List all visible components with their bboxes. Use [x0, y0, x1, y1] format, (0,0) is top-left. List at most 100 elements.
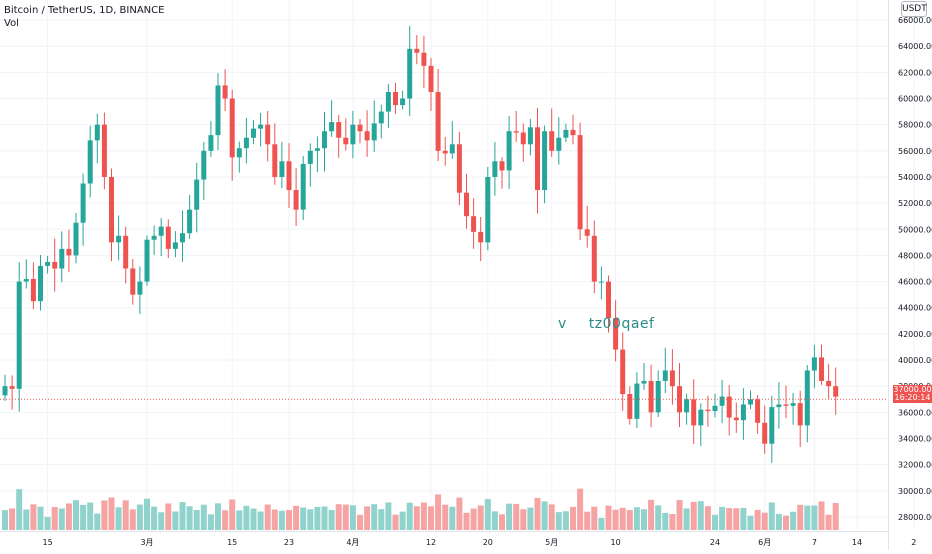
volume-bar: [180, 502, 186, 530]
symbol-title[interactable]: Bitcoin / TetherUS, 1D, BINANCE: [4, 4, 164, 17]
candle-body: [656, 381, 661, 412]
volume-bar: [314, 507, 320, 530]
y-tick-label: 66000.00: [898, 16, 932, 25]
candle-body: [258, 125, 263, 129]
volume-bar: [797, 505, 803, 530]
y-tick-label: 30000.00: [898, 487, 932, 496]
candle-body: [208, 135, 213, 151]
volume-bar: [137, 505, 143, 530]
volume-bar: [116, 507, 122, 530]
candle-body: [287, 161, 292, 190]
candle-body: [471, 216, 476, 232]
volume-bar: [584, 512, 590, 530]
volume-bar: [556, 512, 562, 530]
volume-bar: [748, 516, 754, 530]
volume-bar: [591, 507, 597, 530]
candle-body: [322, 131, 327, 148]
candle-body: [407, 49, 412, 99]
volume-bar: [87, 503, 93, 530]
candle-body: [485, 177, 490, 242]
currency-unit-button[interactable]: USDT: [901, 1, 927, 17]
volume-bar: [123, 500, 129, 530]
candle-body: [201, 151, 206, 180]
candle-body: [372, 123, 377, 140]
volume-bar: [144, 499, 150, 530]
volume-bar: [733, 508, 739, 530]
y-tick-label: 64000.00: [898, 42, 932, 51]
candle-body: [535, 127, 540, 190]
watermark-right: tz00qaef: [589, 316, 655, 332]
volume-bar: [712, 515, 718, 530]
candle-body: [833, 386, 838, 396]
volume-bar: [499, 514, 505, 530]
candle-body: [365, 131, 370, 140]
volume-bar: [563, 511, 569, 530]
candle-body: [713, 406, 718, 411]
candle-body: [549, 131, 554, 151]
candle-body: [727, 397, 732, 418]
y-tick-label: 56000.00: [898, 147, 932, 156]
candle-body: [478, 232, 483, 242]
candle-body: [414, 49, 419, 53]
candle-body: [670, 370, 675, 386]
candle-body: [421, 53, 426, 66]
x-tick-label: 7: [812, 538, 817, 547]
volume-bar: [819, 502, 825, 530]
candle-body: [38, 266, 43, 301]
volume-label[interactable]: Vol: [4, 17, 164, 30]
volume-bar: [698, 501, 704, 530]
y-tick-label: 54000.00: [898, 173, 932, 182]
volume-bar: [73, 500, 79, 530]
candle-body: [642, 381, 647, 384]
volume-bar: [684, 508, 690, 530]
volume-bar: [158, 512, 164, 530]
candle-body: [187, 210, 192, 234]
candle-body: [769, 407, 774, 444]
x-tick-label: 23: [284, 538, 294, 547]
volume-bar: [549, 504, 555, 530]
price-axis[interactable]: 28000.0030000.0032000.0034000.0036000.00…: [889, 0, 932, 550]
volume-bar: [109, 498, 115, 530]
volume-bar: [80, 505, 86, 530]
x-tick-label: 12: [426, 538, 436, 547]
x-tick-label: 3月: [140, 538, 153, 547]
y-tick-label: 50000.00: [898, 225, 932, 234]
candle-body: [223, 85, 228, 98]
chart-legend: Bitcoin / TetherUS, 1D, BINANCE Vol: [4, 4, 164, 30]
volume-bar: [677, 500, 683, 530]
candle-body: [663, 370, 668, 380]
volume-bar: [833, 503, 839, 530]
volume-bar: [442, 505, 448, 530]
volume-bar: [435, 494, 441, 530]
candle-body: [443, 151, 448, 154]
volume-bar: [350, 505, 356, 530]
x-tick-label: 20: [483, 538, 493, 547]
volume-bar: [506, 504, 512, 530]
y-tick-label: 32000.00: [898, 461, 932, 470]
candle-body: [230, 99, 235, 158]
volume-bar: [66, 503, 72, 530]
volume-bar: [23, 509, 29, 530]
candle-body: [59, 249, 64, 269]
volume-bar: [464, 513, 470, 530]
volume-bar: [804, 506, 810, 530]
volume-bar: [265, 505, 271, 530]
candle-body: [145, 240, 150, 282]
candle-body: [400, 99, 405, 106]
candle-body: [521, 133, 526, 145]
candle-body: [24, 279, 29, 282]
candle-body: [748, 399, 753, 404]
candle-body: [542, 131, 547, 190]
candle-body: [464, 193, 469, 217]
candle-body: [393, 92, 398, 105]
volume-bar: [577, 489, 583, 530]
y-tick-label: 40000.00: [898, 356, 932, 365]
volume-bar: [613, 510, 619, 530]
volume-bar: [648, 500, 654, 530]
volume-bar: [30, 504, 36, 530]
volume-bar: [662, 513, 668, 530]
